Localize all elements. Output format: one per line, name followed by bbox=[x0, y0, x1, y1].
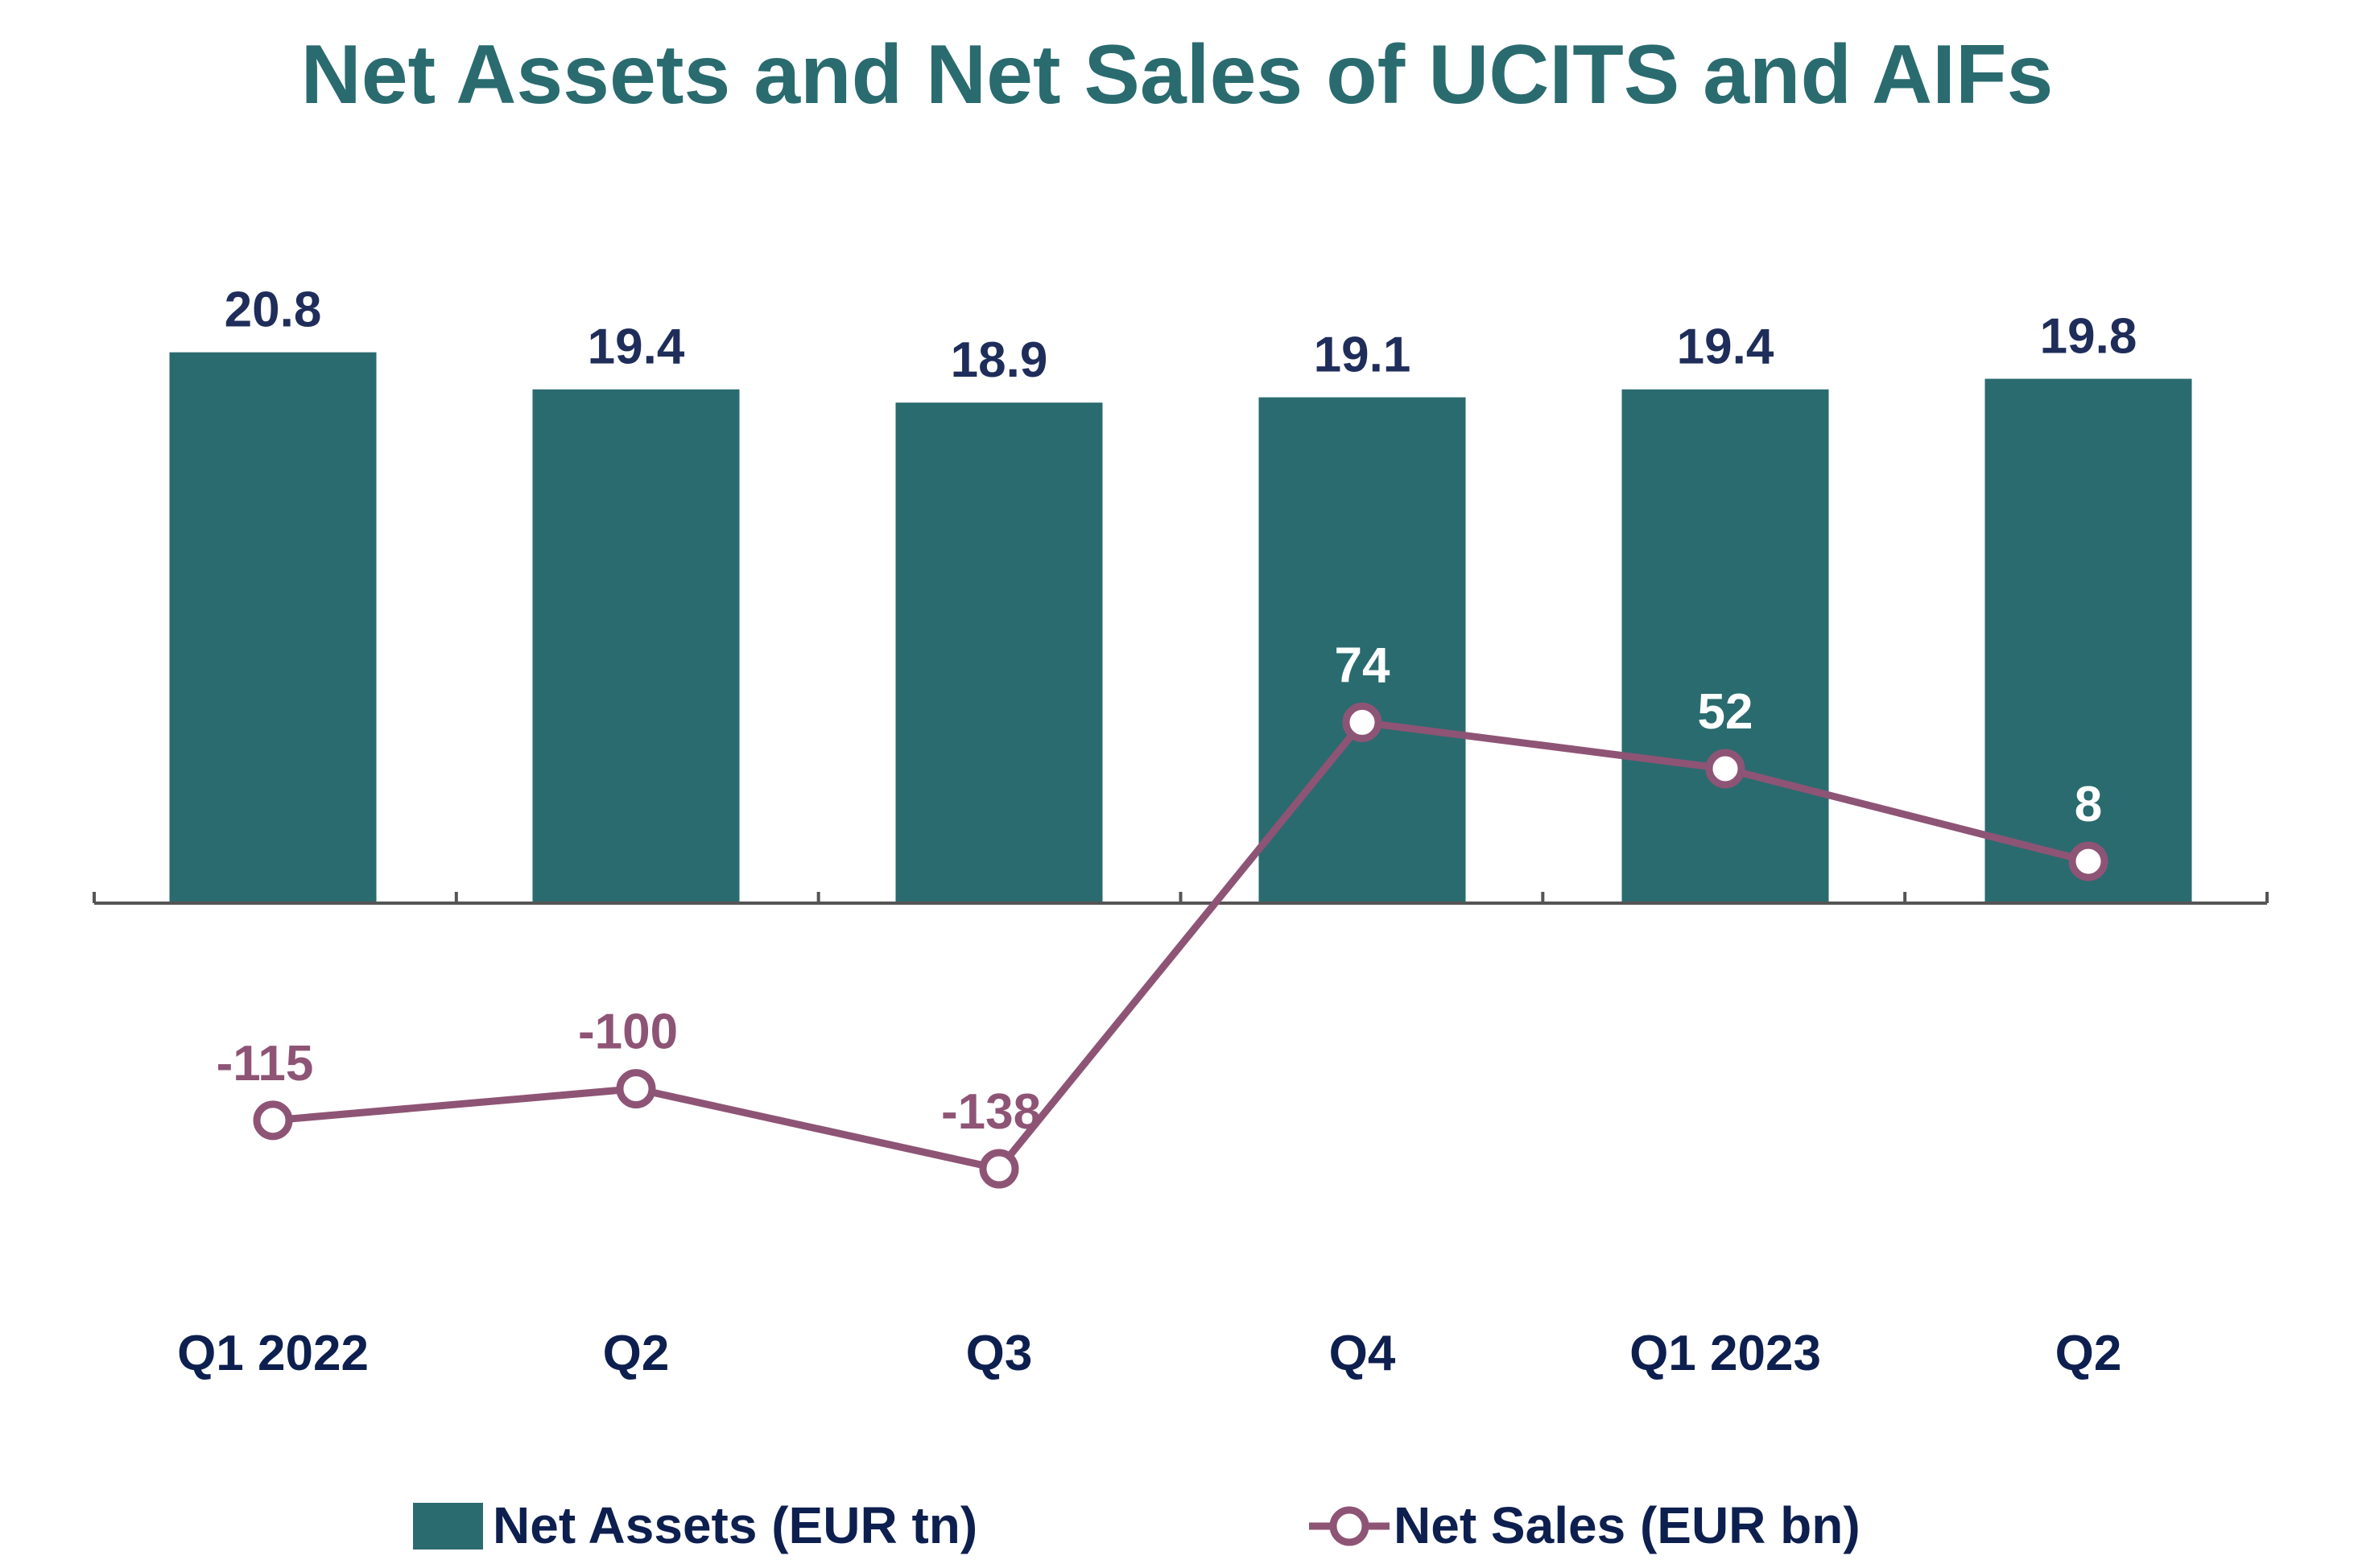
legend-label-net-sales: Net Sales (EUR bn) bbox=[1394, 1496, 1860, 1554]
category-label: Q3 bbox=[966, 1326, 1033, 1381]
bar bbox=[1984, 378, 2192, 904]
net-sales-data-label: 52 bbox=[1698, 684, 1753, 740]
net-sales-line bbox=[272, 718, 2090, 1173]
category-label: Q1 2023 bbox=[1629, 1326, 1821, 1381]
net-sales-marker bbox=[2068, 841, 2108, 881]
category-label: Q2 bbox=[2055, 1326, 2122, 1381]
net-sales-data-label: -115 bbox=[217, 1036, 314, 1091]
net-sales-data-label: -138 bbox=[941, 1084, 1041, 1140]
bar-data-label: 19.4 bbox=[588, 320, 685, 375]
legend-swatch-net-assets bbox=[413, 1503, 483, 1549]
bar bbox=[1621, 389, 1829, 903]
category-label: Q1 2022 bbox=[177, 1326, 369, 1381]
net-sales-marker bbox=[1705, 749, 1745, 789]
category-label: Q4 bbox=[1329, 1326, 1396, 1381]
bar-data-label: 19.1 bbox=[1314, 328, 1411, 383]
x-axis bbox=[93, 892, 2269, 905]
bar-data-label: 20.8 bbox=[225, 283, 322, 338]
legend-marker-net-sales bbox=[1329, 1506, 1369, 1546]
bar bbox=[532, 389, 740, 903]
bar-data-label: 19.8 bbox=[2040, 309, 2137, 365]
category-label: Q2 bbox=[603, 1326, 670, 1381]
bar bbox=[169, 352, 377, 903]
net-sales-data-label: -100 bbox=[578, 1005, 678, 1060]
net-sales-marker bbox=[616, 1069, 656, 1109]
net-sales-data-label: 8 bbox=[2075, 777, 2102, 832]
net-sales-marker bbox=[253, 1100, 293, 1141]
bars-group: 20.8 19.4 18.9 19.1 19.4 19.8 bbox=[169, 283, 2192, 904]
line-group: -115 -100 -138 74 52 8 bbox=[217, 638, 2108, 1189]
net-sales-marker bbox=[1342, 702, 1382, 742]
category-labels: Q1 2022 Q2 Q3 Q4 Q1 2023 Q2 bbox=[177, 1326, 2121, 1381]
bar bbox=[1258, 397, 1466, 903]
legend: Net Assets (EUR tn) Net Sales (EUR bn) bbox=[413, 1496, 1860, 1554]
legend-label-net-assets: Net Assets (EUR tn) bbox=[493, 1496, 977, 1554]
net-sales-data-label: 74 bbox=[1335, 638, 1390, 693]
bar-data-label: 19.4 bbox=[1677, 320, 1774, 375]
chart-title: Net Assets and Net Sales of UCITS and AI… bbox=[301, 28, 2054, 122]
bar-data-label: 18.9 bbox=[951, 332, 1048, 388]
bar bbox=[895, 402, 1103, 903]
net-sales-marker bbox=[979, 1149, 1019, 1189]
